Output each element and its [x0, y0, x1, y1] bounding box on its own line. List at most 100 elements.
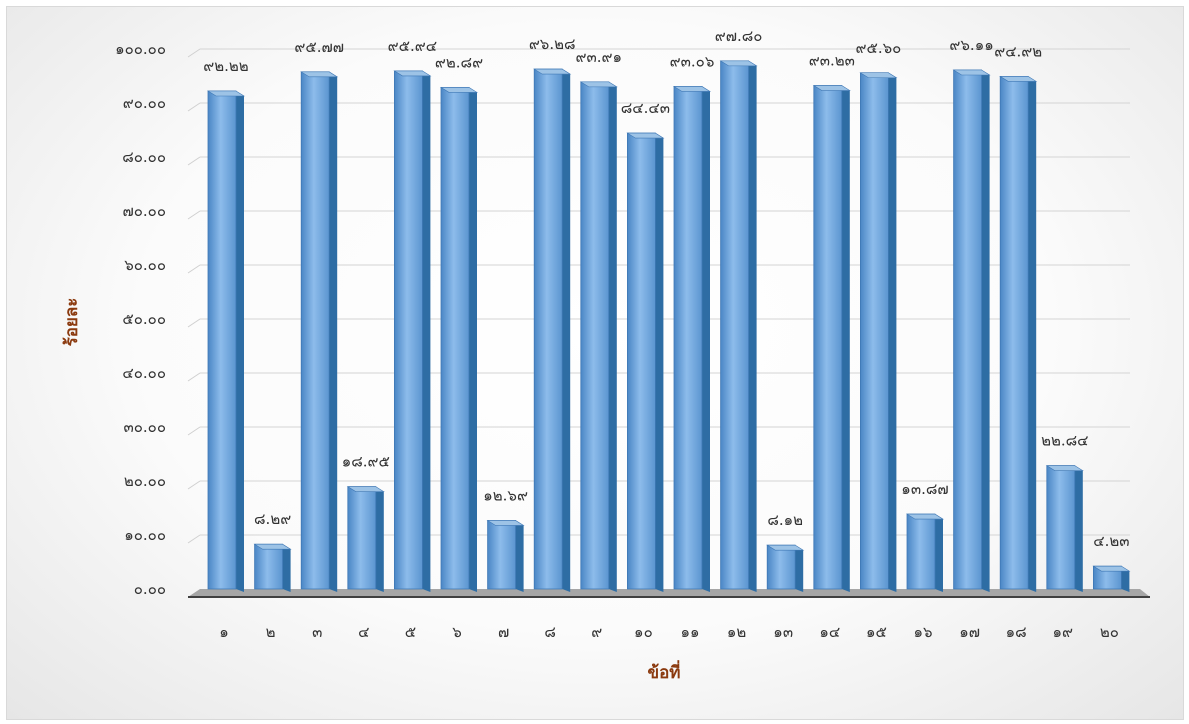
bar — [206, 90, 246, 593]
bar-front — [627, 132, 656, 590]
y-tick-label: ๒๐.๐๐ — [124, 472, 166, 490]
bar-top — [486, 520, 525, 526]
bar-side — [935, 514, 943, 592]
bar-top — [206, 90, 246, 97]
data-label: ๙๒.๘๙ — [435, 53, 483, 71]
data-label: ๙๒.๒๒ — [203, 57, 248, 75]
bar-side — [562, 69, 571, 592]
bar-side — [655, 133, 664, 592]
bar — [253, 543, 292, 592]
bar-side — [608, 81, 617, 593]
x-tick-label: ๔ — [358, 623, 369, 641]
data-label: ๙๓.๒๓ — [809, 52, 855, 70]
bar-top — [812, 85, 851, 91]
y-tick-label: ๗๐.๐๐ — [122, 202, 166, 220]
bar — [486, 520, 525, 592]
gridline-depth — [187, 318, 201, 328]
bar — [812, 85, 851, 593]
x-tick-label: ๒ — [266, 623, 276, 641]
bar — [672, 86, 712, 592]
data-label: ๙๖.๒๘ — [529, 35, 576, 53]
bar-side — [981, 70, 990, 593]
x-tick-label: ๑๓ — [773, 623, 793, 641]
bar-top — [859, 72, 898, 79]
x-tick-label: ๑๒ — [727, 623, 746, 641]
bar-top — [346, 486, 385, 492]
x-tick-label: ๑๙ — [1053, 623, 1074, 641]
bar — [1092, 565, 1131, 592]
bar-top — [253, 543, 292, 550]
data-label: ๙๗.๘๐ — [715, 27, 763, 45]
bar-front — [813, 85, 843, 590]
bar — [300, 71, 339, 593]
data-label: ๙๖.๑๑ — [949, 36, 993, 54]
y-tick-label: ๓๐.๐๐ — [124, 418, 167, 436]
bar-side — [702, 86, 710, 592]
bar-top — [300, 71, 339, 78]
bar-front — [673, 86, 703, 590]
bar-top — [952, 69, 991, 76]
x-tick-label: ๖ — [452, 623, 462, 641]
bar-side — [1028, 76, 1037, 592]
bar-front — [1046, 465, 1076, 590]
data-label: ๙๔.๙๒ — [994, 42, 1042, 60]
bar-top — [393, 70, 432, 77]
data-label: ๙๓.๐๖ — [670, 52, 715, 70]
bar-front — [254, 543, 284, 590]
bar-side — [748, 60, 757, 592]
gridline-depth — [187, 264, 201, 274]
bar-side — [375, 486, 384, 592]
x-tick-label: ๓ — [312, 623, 322, 641]
bar-top — [905, 513, 945, 520]
gridline-depth — [187, 426, 201, 436]
bar-top — [999, 76, 1038, 82]
bar — [533, 68, 572, 592]
gridline-depth — [187, 372, 201, 382]
bar — [952, 69, 991, 593]
y-tick-label: ๘๐.๐๐ — [122, 148, 166, 166]
data-label: ๑๘.๙๕ — [342, 453, 390, 471]
bar-front — [766, 544, 796, 590]
bar-side — [515, 520, 524, 592]
y-tick-label: ๑๐.๐๐ — [124, 526, 166, 544]
bar — [626, 132, 665, 592]
bar-top — [439, 87, 479, 93]
bar-front — [720, 60, 749, 590]
y-tick-label: ๔๐.๐๐ — [122, 364, 166, 382]
x-tick-label: ๑๑ — [680, 623, 699, 641]
bar — [1045, 465, 1084, 592]
bar — [393, 70, 432, 592]
y-tick-label: ๑๐๐.๐๐ — [115, 40, 166, 58]
chart-floor — [188, 589, 1150, 598]
floor-top — [188, 589, 1150, 597]
bar-front — [207, 90, 237, 590]
bar-top — [579, 81, 618, 88]
bar-side — [236, 91, 244, 593]
x-tick-label: ๑๘ — [1006, 623, 1027, 641]
bar-front — [860, 72, 889, 590]
data-label: ๙๕.๖๐ — [856, 39, 902, 57]
y-tick-label: ๕๐.๐๐ — [122, 310, 166, 328]
x-tick-label: ๘ — [544, 623, 556, 641]
bar — [905, 513, 945, 592]
x-tick-label: ๑๗ — [959, 623, 980, 641]
bar-top — [766, 544, 805, 551]
x-tick-label: ๗ — [498, 623, 509, 641]
bar-front — [906, 513, 936, 590]
bars — [206, 60, 1131, 593]
x-tick-label: ๑๐ — [634, 623, 653, 641]
bar — [579, 81, 618, 593]
gridline-depth — [187, 156, 201, 166]
bar-top — [533, 68, 572, 75]
gridline-depth — [187, 480, 201, 490]
bar-front — [487, 520, 517, 590]
gridline-depth — [187, 534, 201, 544]
data-label: ๑๒.๖๙ — [483, 486, 528, 504]
y-tick-label: ๐.๐๐ — [134, 580, 166, 598]
data-label: ๙๓.๙๑ — [576, 48, 623, 66]
data-label: ๙๕.๗๗ — [294, 38, 344, 56]
x-tick-label: ๑๖ — [913, 623, 932, 641]
bar-top — [719, 60, 758, 67]
bar-top — [1045, 465, 1084, 471]
